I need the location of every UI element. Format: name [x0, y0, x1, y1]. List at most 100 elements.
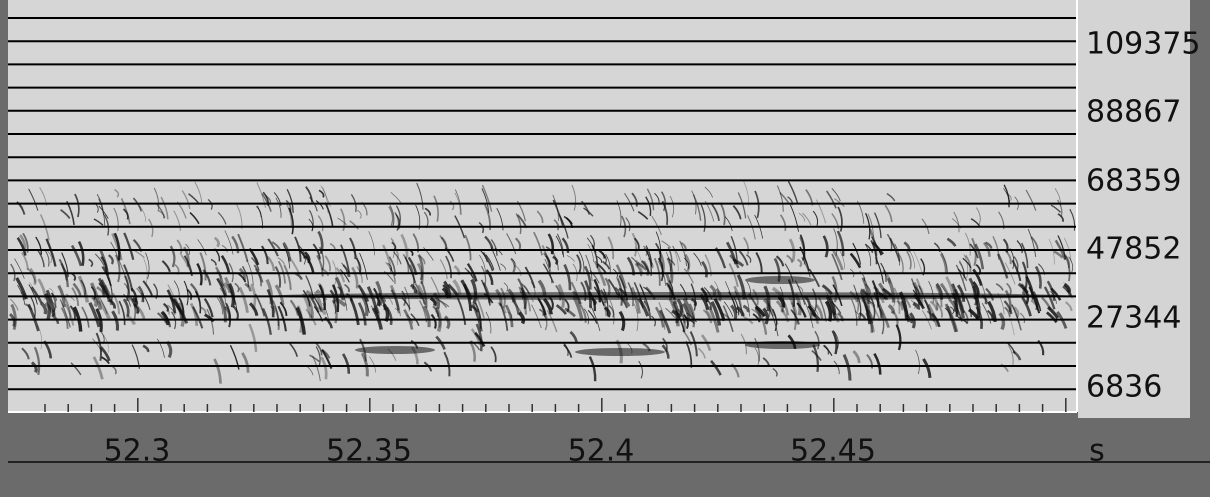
energy-stroke: [544, 258, 553, 284]
time-unit: s: [1089, 434, 1105, 469]
energy-stroke: [324, 255, 331, 272]
energy-stroke: [439, 300, 450, 308]
energy-stroke: [578, 251, 585, 272]
energy-stroke: [503, 282, 509, 292]
energy-stroke: [936, 302, 943, 318]
energy-stroke: [962, 257, 972, 269]
energy-stroke: [666, 257, 674, 284]
time-label: 52.4: [568, 434, 635, 469]
energy-stroke: [474, 302, 482, 329]
energy-stroke: [359, 252, 368, 280]
energy-stroke: [37, 278, 48, 300]
energy-stroke: [241, 352, 250, 373]
energy-stroke: [37, 324, 43, 350]
energy-stroke: [553, 219, 560, 231]
energy-stroke: [790, 308, 800, 325]
energy-stroke: [490, 239, 498, 256]
energy-stroke: [547, 233, 555, 255]
energy-stroke: [637, 211, 649, 220]
energy-stroke: [36, 249, 45, 268]
energy-stroke: [555, 235, 564, 255]
energy-stroke: [320, 356, 328, 380]
energy-stroke: [705, 309, 713, 324]
energy-stroke: [161, 260, 171, 273]
energy-stroke: [933, 242, 941, 253]
energy-stroke: [697, 347, 706, 359]
energy-stroke: [917, 284, 924, 294]
energy-stroke: [676, 298, 684, 316]
energy-stroke: [940, 251, 949, 274]
energy-stroke: [672, 245, 681, 263]
energy-stroke: [1003, 306, 1011, 317]
energy-stroke: [215, 270, 222, 281]
energy-stroke: [871, 241, 884, 256]
energy-stroke: [831, 276, 838, 303]
energy-stroke: [394, 307, 401, 317]
energy-stroke: [315, 342, 323, 356]
energy-stroke: [103, 334, 109, 353]
energy-stroke: [665, 307, 676, 319]
energy-stroke: [202, 269, 212, 286]
energy-stroke: [870, 240, 878, 265]
energy-stroke: [929, 300, 939, 312]
energy-stroke: [807, 304, 817, 317]
energy-stroke: [814, 330, 820, 350]
energy-stroke: [591, 244, 599, 269]
energy-stroke: [583, 308, 590, 325]
energy-stroke: [837, 206, 843, 232]
energy-stroke: [312, 355, 321, 382]
energy-stroke: [388, 206, 394, 226]
energy-stroke: [288, 342, 299, 357]
time-label: 52.35: [326, 434, 412, 469]
energy-stroke: [390, 192, 402, 203]
energy-stroke: [21, 251, 29, 271]
energy-stroke: [912, 301, 920, 311]
energy-stroke: [518, 286, 528, 315]
energy-stroke: [852, 242, 862, 265]
energy-stroke: [587, 244, 594, 262]
energy-stroke: [282, 241, 291, 262]
energy-stroke: [825, 289, 835, 317]
energy-stroke: [1047, 305, 1060, 319]
energy-stroke: [804, 300, 814, 329]
energy-stroke: [636, 261, 648, 271]
energy-stroke: [996, 253, 1009, 279]
frequency-label: 88867: [1086, 95, 1181, 130]
energy-stroke: [28, 188, 39, 211]
energy-stroke: [93, 218, 104, 226]
energy-stroke: [45, 289, 56, 317]
energy-stroke: [141, 292, 151, 311]
energy-stroke: [735, 305, 745, 317]
energy-stroke: [370, 305, 381, 323]
energy-stroke: [940, 282, 952, 301]
energy-stroke: [830, 309, 840, 323]
energy-stroke: [349, 237, 357, 260]
energy-stroke: [35, 236, 42, 255]
energy-stroke: [103, 214, 110, 236]
energy-stroke: [74, 193, 80, 218]
energy-stroke: [231, 235, 240, 254]
energy-stroke: [637, 297, 650, 317]
energy-band: [745, 276, 815, 284]
energy-stroke: [742, 304, 750, 313]
energy-stroke: [204, 313, 215, 323]
energy-stroke: [77, 241, 85, 266]
energy-stroke: [775, 299, 785, 313]
energy-stroke: [787, 181, 799, 204]
energy-stroke: [30, 361, 38, 373]
energy-stroke: [143, 258, 148, 286]
energy-stroke: [64, 303, 75, 326]
energy-stroke: [92, 356, 104, 380]
energy-stroke: [16, 237, 27, 256]
energy-stroke: [684, 253, 691, 272]
energy-stroke: [533, 231, 543, 256]
energy-stroke: [439, 259, 448, 280]
energy-stroke: [45, 238, 57, 267]
energy-stroke: [556, 233, 565, 258]
energy-stroke: [272, 300, 280, 326]
energy-stroke: [779, 214, 787, 232]
energy-stroke: [267, 238, 279, 257]
energy-stroke: [953, 211, 960, 233]
energy-stroke: [467, 269, 477, 283]
energy-stroke: [1005, 307, 1015, 336]
